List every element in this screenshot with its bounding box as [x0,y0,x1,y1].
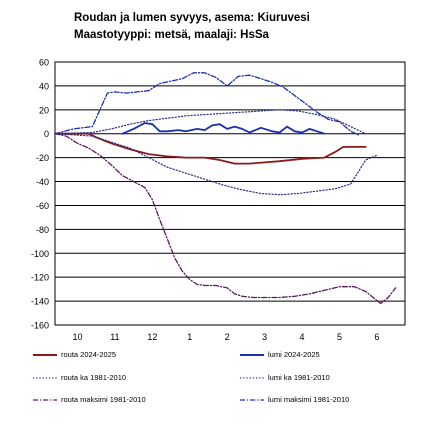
x-tick-label: 6 [374,332,379,342]
y-tick-label: 0 [44,129,49,139]
series-line [54,72,359,136]
x-tick-label: 11 [110,332,119,342]
y-tick-label: -160 [31,321,49,331]
plot-frame [54,61,406,326]
series-line [54,132,367,165]
legend-item: routa maksimi 1981-2010 [33,395,146,404]
legend-item: routa ka 1981-2010 [33,373,126,382]
legend-label: lumi ka 1981-2010 [268,373,330,382]
chart-title: Roudan ja lumen syvyys, asema: Kiuruvesi [74,12,310,24]
x-tick-label: 4 [300,332,305,342]
x-tick-label: 2 [225,332,230,342]
y-tick-label: -60 [36,201,49,211]
y-tick-label: -80 [36,225,49,235]
y-tick-label: -20 [36,153,49,163]
legend-item: lumi 2024-2025 [240,350,320,359]
legend-item: lumi maksimi 1981-2010 [240,395,349,404]
x-tick-label: 10 [72,332,82,342]
legend-label: routa 2024-2025 [61,350,117,359]
legend-label: routa maksimi 1981-2010 [61,395,146,404]
legend-item: routa 2024-2025 [33,350,116,359]
legend-swatch [240,353,264,356]
series-line [54,109,367,135]
legend-swatch [33,398,57,401]
legend-label: lumi maksimi 1981-2010 [268,395,350,404]
chart-subtitle: Maastotyyppi: metsä, maalaji: HsSa [74,29,269,41]
y-tick-label: 40 [39,81,49,91]
y-tick-label: -100 [31,249,49,259]
series-line [54,133,378,196]
series-line [54,133,397,305]
x-tick-label: 12 [147,332,157,342]
y-tick-label: -140 [31,297,49,307]
x-tick-label: 1 [187,332,192,342]
y-tick-label: 20 [39,105,49,115]
y-tick-label: 60 [39,58,49,68]
y-tick-label: -40 [36,177,49,187]
legend-item: lumi ka 1981-2010 [240,373,330,382]
x-tick-label: 5 [337,332,342,342]
legend-swatch [33,376,57,379]
legend-swatch [240,376,264,379]
legend-label: routa ka 1981-2010 [61,373,127,382]
legend-swatch [33,353,57,356]
legend-label: lumi 2024-2025 [268,350,320,359]
series-line [121,122,326,135]
y-tick-label: -120 [31,273,49,283]
legend-swatch [240,398,264,401]
x-tick-label: 3 [262,332,267,342]
